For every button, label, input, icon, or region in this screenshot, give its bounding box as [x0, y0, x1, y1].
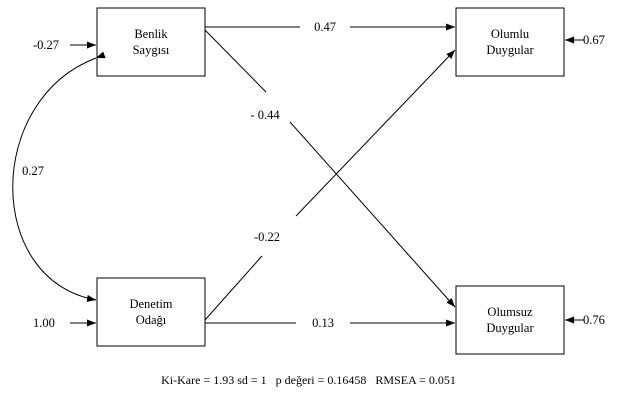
benlik-saygisi-box	[96, 7, 206, 77]
denetim-label-2: Odağı	[136, 313, 167, 327]
path-denetim-olumlu-b	[295, 49, 456, 217]
olumlu-label-2: Duygular	[486, 43, 534, 57]
coef-benlik-olumsuz: - 0.44	[250, 108, 280, 122]
benlik-label-2: Saygısı	[133, 43, 170, 57]
path-benlik-olumsuz-a	[204, 29, 267, 93]
coef-benlik-olumlu: 0.47	[314, 20, 336, 34]
olumsuz-label-1: Olumsuz	[487, 305, 533, 319]
denetim-label-1: Denetim	[129, 297, 172, 311]
coef-denetim-olumlu: -0.22	[254, 230, 280, 244]
olumlu-duygular-box	[455, 7, 565, 77]
coef-denetim-olumsuz: 0.13	[312, 316, 334, 330]
coef-covariance: 0.27	[22, 164, 44, 178]
denetim-odagi-box	[96, 277, 206, 347]
covariance-curve	[12, 51, 106, 302]
error-olumlu: 0.67	[583, 33, 605, 47]
path-benlik-olumsuz-b	[289, 121, 456, 308]
olumlu-label-1: Olumlu	[491, 27, 530, 41]
fit-statistics: Ki-Kare = 1.93 sd = 1 p değeri = 0.16458…	[161, 373, 456, 387]
error-olumsuz: 0.76	[583, 313, 605, 327]
error-benlik: -0.27	[33, 38, 59, 52]
error-denetim: 1.00	[33, 316, 55, 330]
olumsuz-label-2: Duygular	[486, 321, 534, 335]
path-denetim-olumlu-a	[204, 255, 263, 321]
olumsuz-duygular-box	[455, 285, 565, 355]
benlik-label-1: Benlik	[134, 27, 168, 41]
